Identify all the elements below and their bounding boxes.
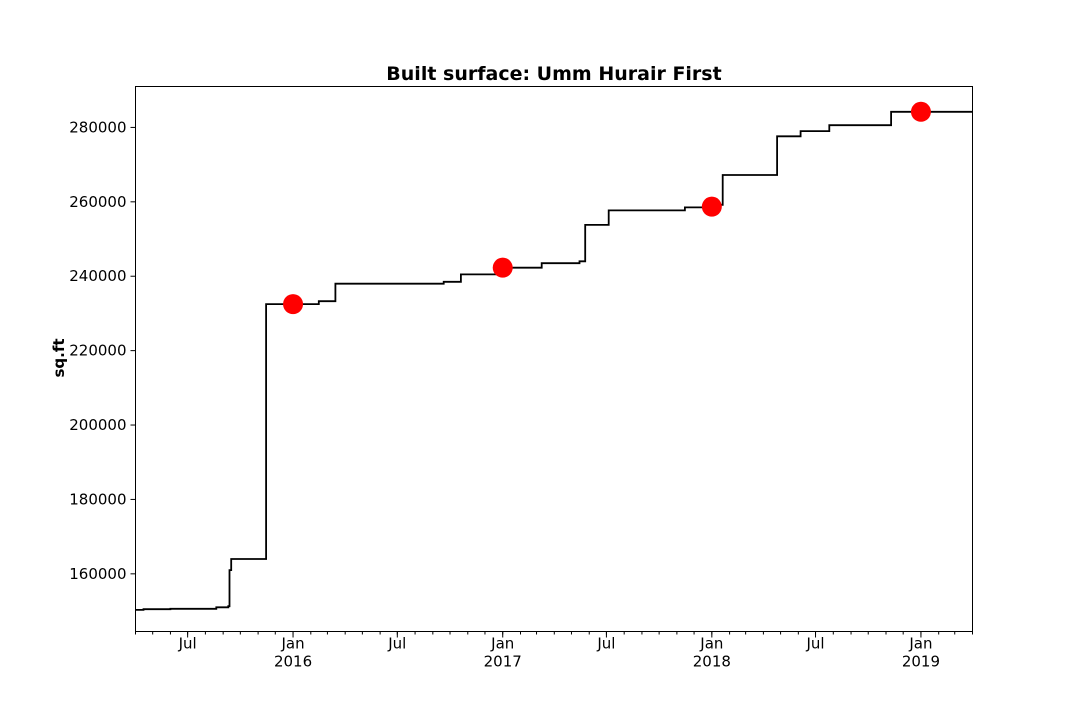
y-tick-label: 260000 — [69, 193, 126, 211]
x-tick-label: Jul — [387, 635, 406, 653]
x-tick-year-label: 2016 — [274, 653, 312, 671]
yearly-marker — [910, 101, 931, 122]
built-surface-step-line — [135, 110, 973, 611]
x-tick-year-label: 2017 — [484, 653, 522, 671]
x-tick-year-label: 2018 — [693, 653, 731, 671]
y-tick-label: 160000 — [69, 565, 126, 583]
y-axis-label: sq.ft — [50, 338, 68, 377]
yearly-marker — [492, 257, 513, 278]
x-tick-label: Jul — [178, 635, 197, 653]
x-tick-label: Jan — [908, 635, 932, 653]
x-tick-label: Jan — [490, 635, 514, 653]
x-tick-label: Jan — [699, 635, 723, 653]
axis-ticks: 160000 180000 200000 220000 240000 260000 2800… — [69, 118, 973, 671]
yearly-marker — [701, 196, 722, 217]
plot-series — [135, 101, 973, 611]
x-tick-label: Jan — [280, 635, 304, 653]
chart-title: Built surface: Umm Hurair First — [386, 63, 721, 85]
y-tick-label: 280000 — [69, 118, 126, 136]
y-tick-label: 220000 — [69, 342, 126, 360]
y-tick-label: 200000 — [69, 416, 126, 434]
y-tick-label: 180000 — [69, 490, 126, 508]
yearly-marker — [283, 294, 304, 315]
plot-frame — [135, 86, 973, 632]
x-tick-label: Jul — [596, 635, 615, 653]
x-tick-label: Jul — [805, 635, 824, 653]
x-tick-year-label: 2019 — [902, 653, 940, 671]
y-tick-label: 240000 — [69, 267, 126, 285]
